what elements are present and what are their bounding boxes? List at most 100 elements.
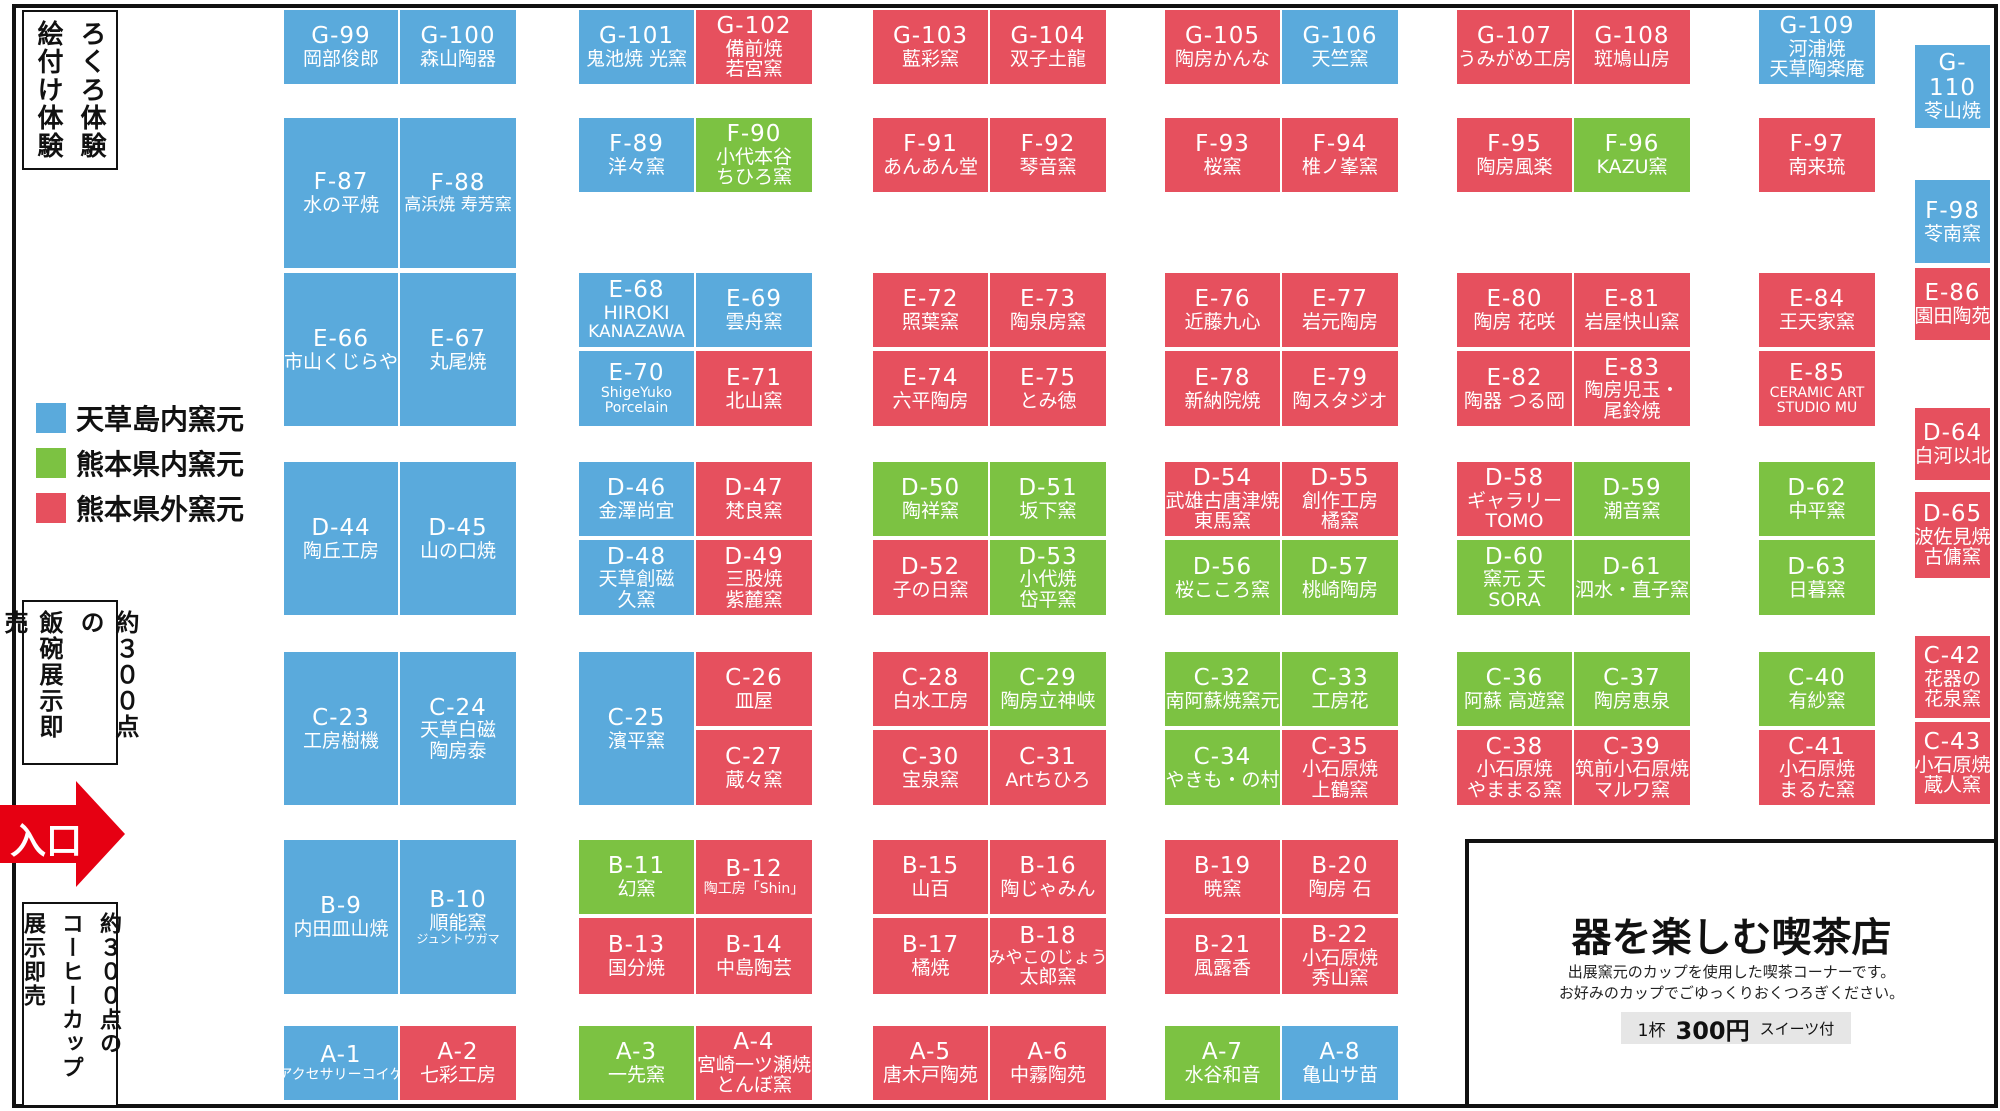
booth-c-36: C-36 阿蘇 高遊窯 [1457,652,1572,726]
booth-name: 唐木戸陶苑 [882,1064,978,1087]
booth-name: 筑前小石原焼 [1575,758,1690,781]
booth-code: C-26 [725,665,783,692]
booth-name: 中平窯 [1788,500,1846,523]
booth-b-14: B-14 中島陶芸 [696,918,812,994]
booth-b-20: B-20 陶房 石 [1282,840,1398,914]
booth-c-27: C-27 蔵々窯 [696,730,812,805]
booth-d-48: D-48 天草創磁 久窯 [579,540,694,615]
booth-d-65: D-65 波佐見焼 古傭窯 [1915,492,1990,578]
booth-c-31: C-31 Artちひろ [990,730,1106,805]
booth-name: 高浜焼 寿芳窯 [404,195,512,216]
booth-code: A-3 [615,1039,658,1066]
booth-name: 太郎窯 [1019,966,1077,989]
booth-name: 藍彩窯 [901,48,959,71]
booth-a-7: A-7 水谷和音 [1165,1026,1280,1100]
booth-g-110: G-110 苓山焼 [1915,45,1990,128]
booth-name: 小代本谷 [715,145,792,168]
booth-name: 濱平窯 [607,729,665,752]
booth-c-34: C-34 やきも・の村 [1165,730,1280,805]
booth-d-45: D-45 山の口焼 [400,462,516,615]
booth-code: B-17 [901,932,960,959]
booth-code: B-16 [1019,853,1077,880]
booth-code: E-72 [902,286,959,313]
booth-name: 備前焼 [725,37,783,60]
booth-name: 天竺窯 [1311,48,1369,71]
booth-code: D-50 [900,475,961,502]
booth-e-80: E-80 陶房 花咲 [1457,273,1572,347]
booth-e-74: E-74 六平陶房 [873,351,988,426]
hall-outline [12,4,1998,1108]
booth-code: B-15 [901,853,960,880]
booth-name: 岩元陶房 [1301,311,1378,334]
booth-name: 苓南窯 [1923,222,1981,245]
booth-g-103: G-103 藍彩窯 [873,10,988,84]
booth-name: ShigeYuko [600,384,673,401]
cafe-description-line-1: 出展窯元のカップを使用した喫茶コーナーです。 [1567,963,1896,981]
booth-name: HIROKI [603,301,670,324]
booth-code: C-25 [607,704,666,731]
booth-g-107: G-107 うみがめ工房 [1457,10,1572,84]
booth-name: 宮崎一ツ瀬焼 [697,1053,812,1076]
booth-name: 照葉窯 [901,311,959,334]
booth-c-38: C-38 小石原焼 やままる窯 [1457,730,1572,805]
booth-name: 七彩工房 [419,1064,496,1087]
booth-c-33: C-33 工房花 [1282,652,1398,726]
booth-code: F-87 [313,169,369,196]
booth-code: D-44 [311,514,371,541]
booth-f-97: F-97 南来琉 [1759,118,1875,192]
booth-code: C-32 [1193,665,1252,692]
booth-name: 子の日窯 [892,578,969,601]
booth-f-93: F-93 桜窯 [1165,118,1280,192]
booth-name: 陶房立神峡 [1000,690,1096,713]
booth-code: A-1 [320,1042,362,1069]
booth-c-37: C-37 陶房恵泉 [1574,652,1690,726]
booth-e-68: E-68 HIROKI KANAZAWA [579,273,694,347]
booth-code: E-83 [1603,354,1661,381]
booth-name: 蔵人窯 [1923,774,1981,797]
cafe-price-note: スイーツ付 [1759,1019,1835,1038]
booth-name: 河浦焼 [1788,37,1846,60]
booth-b-12: B-12 陶工房「Shin」 [696,840,812,914]
booth-name: 三股焼 [725,568,783,591]
cafe-area: 器を楽しむ喫茶店 出展窯元のカップを使用した喫茶コーナーです。 お好みのカップで… [1465,839,1998,1108]
booth-name: 小石原焼 [1301,758,1378,781]
booth-e-69: E-69 雲舟窯 [696,273,812,347]
booth-name: 宝泉窯 [901,768,959,791]
rokuro-line-2: 絵付け体験 [33,20,63,160]
booth-f-98: F-98 苓南窯 [1915,180,1990,263]
booth-code: B-14 [725,932,783,959]
booth-name: 苓山焼 [1923,100,1981,123]
booth-code: C-34 [1193,743,1252,770]
booth-code: C-37 [1603,665,1661,692]
booth-e-77: E-77 岩元陶房 [1282,273,1398,347]
booth-code: E-67 [429,325,487,352]
booth-code: E-80 [1486,286,1543,313]
booth-code: C-33 [1311,665,1369,692]
booth-code: C-28 [901,665,960,692]
booth-code: C-31 [1019,743,1077,770]
booth-name: Artちひろ [1005,768,1091,791]
booth-code: D-57 [1310,553,1370,580]
booth-code: G-104 [1010,23,1086,50]
booth-e-71: E-71 北山窯 [696,351,812,426]
booth-c-39: C-39 筑前小石原焼 マルワ窯 [1574,730,1690,805]
booth-f-87: F-87 水の平焼 [284,118,398,268]
booth-name: みやこのじょう [990,947,1106,968]
booth-name: 小石原焼 [1301,946,1378,969]
booth-code: E-82 [1486,364,1543,391]
booth-code: C-36 [1485,665,1544,692]
booth-code: E-70 [608,359,665,386]
booth-code: F-88 [430,170,486,197]
booth-name: 紫麓窯 [725,588,783,611]
booth-d-62: D-62 中平窯 [1759,462,1875,536]
booth-code: D-59 [1602,475,1662,502]
booth-a-3: A-3 一先窯 [579,1026,694,1100]
booth-g-101: G-101 鬼池焼 光窯 [579,10,694,84]
booth-name: 天草陶楽庵 [1769,58,1865,81]
booth-name: 風露香 [1193,957,1251,980]
booth-name: 白河以北 [1915,445,1990,468]
booth-code: E-85 [1788,359,1846,386]
booth-e-85: E-85 CERAMIC ART STUDIO MU [1759,351,1875,426]
booth-code: F-94 [1312,131,1368,158]
booth-d-58: D-58 ギャラリー TOMO [1457,462,1572,536]
